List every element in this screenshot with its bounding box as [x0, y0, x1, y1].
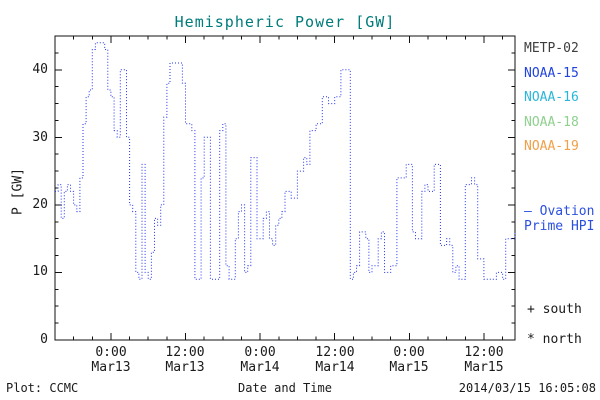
- legend-item-noaa15: NOAA-15: [524, 66, 579, 81]
- x-tick-date: Mar15: [389, 360, 429, 375]
- x-tick-time: 12:00: [165, 345, 205, 360]
- y-tick-label: 40: [32, 62, 48, 77]
- legend-ovation-line1: – Ovation: [524, 204, 595, 219]
- y-tick-label: 10: [32, 264, 48, 279]
- legend-ovation-line2: Prime HPI: [524, 219, 595, 234]
- x-tick-date: Mar13: [165, 360, 205, 375]
- x-tick-label: 0:00 Mar14: [225, 345, 295, 375]
- legend-south-marker: + south: [527, 302, 582, 317]
- chart-title: Hemispheric Power [GW]: [174, 13, 396, 31]
- x-tick-time: 0:00: [244, 345, 276, 360]
- x-tick-label: 12:00 Mar14: [300, 345, 370, 375]
- x-tick-date: Mar13: [91, 360, 131, 375]
- x-tick-label: 0:00 Mar15: [374, 345, 444, 375]
- timestamp: 2014/03/15 16:05:08: [458, 381, 596, 395]
- legend-north-marker: * north: [527, 332, 582, 347]
- x-axis-label: Date and Time: [238, 381, 332, 395]
- x-tick-time: 12:00: [464, 345, 504, 360]
- x-tick-time: 12:00: [315, 345, 355, 360]
- legend-item-noaa19: NOAA-19: [524, 139, 579, 154]
- x-tick-label: 12:00 Mar13: [150, 345, 220, 375]
- y-tick-label: 30: [32, 130, 48, 145]
- y-tick-label: 0: [40, 332, 48, 347]
- y-axis-label: P [GW]: [10, 168, 26, 215]
- x-tick-date: Mar15: [464, 360, 504, 375]
- x-tick-time: 0:00: [393, 345, 425, 360]
- y-tick-label: 20: [32, 197, 48, 212]
- legend-item-noaa18: NOAA-18: [524, 115, 579, 130]
- legend-item-metp02: METP-02: [524, 41, 579, 56]
- x-tick-label: 12:00 Mar15: [449, 345, 519, 375]
- plot-credit: Plot: CCMC: [6, 381, 79, 395]
- x-tick-date: Mar14: [240, 360, 280, 375]
- x-tick-time: 0:00: [95, 345, 127, 360]
- x-tick-date: Mar14: [315, 360, 355, 375]
- x-tick-label: 0:00 Mar13: [76, 345, 146, 375]
- legend-item-noaa16: NOAA-16: [524, 90, 579, 105]
